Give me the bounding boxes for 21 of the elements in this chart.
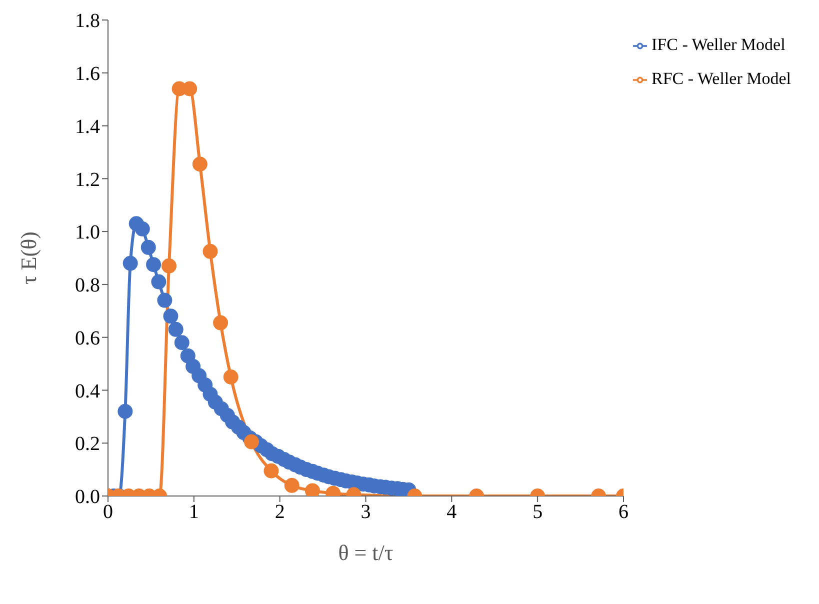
y-tick-label: 1.6 xyxy=(75,62,100,85)
legend-label: IFC - Weller Model xyxy=(651,35,786,54)
y-tick-label: 0.0 xyxy=(75,486,100,508)
y-tick-label: 1.0 xyxy=(75,222,100,244)
x-tick-label: 5 xyxy=(532,501,543,524)
x-tick-label: 6 xyxy=(618,501,628,524)
y-tick-label: 0.2 xyxy=(75,433,100,456)
x-tick-label: 2 xyxy=(274,501,285,524)
y-tick-label: 1.2 xyxy=(75,168,100,191)
y-tick-label: 0.4 xyxy=(75,380,100,402)
y-axis-title: τ E(θ) xyxy=(16,232,41,284)
x-axis-title: θ = t/τ xyxy=(338,540,394,565)
y-tick-label: 0.8 xyxy=(75,274,100,297)
x-tick-label: 3 xyxy=(360,501,371,524)
legend-label: RFC - Weller Model xyxy=(651,69,791,88)
x-tick-label: 0 xyxy=(103,501,113,524)
y-tick-label: 1.8 xyxy=(75,10,100,32)
y-tick-label: 1.4 xyxy=(75,116,100,138)
x-tick-label: 4 xyxy=(446,501,457,524)
x-tick-label: 1 xyxy=(188,501,199,524)
y-tick-label: 0.6 xyxy=(75,327,100,350)
